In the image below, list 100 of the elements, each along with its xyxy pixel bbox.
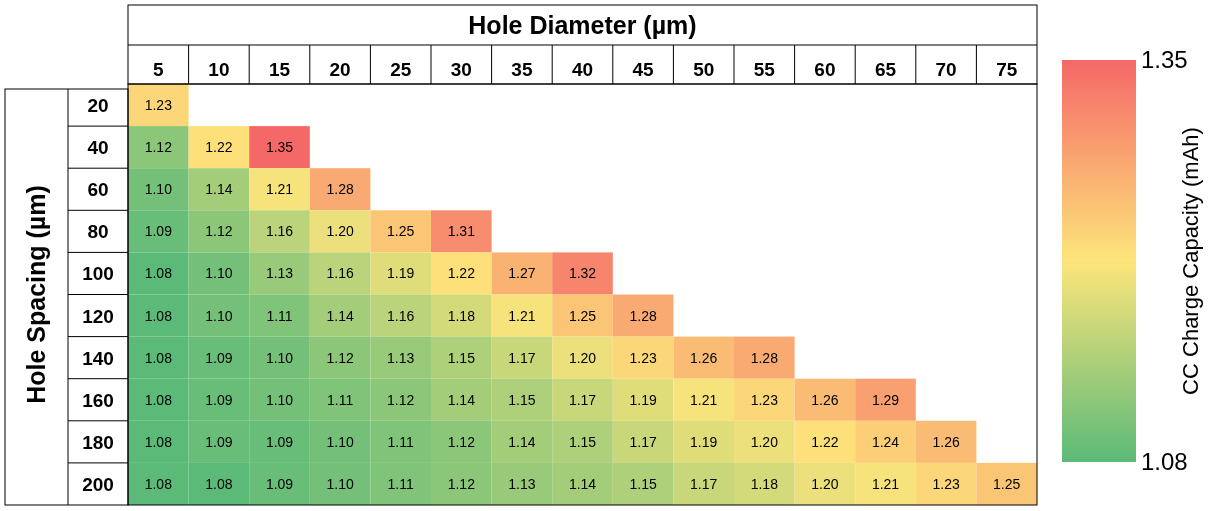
y-tick-label: 60 xyxy=(87,179,109,201)
data-label: 1.21 xyxy=(690,391,718,408)
data-label: 1.18 xyxy=(447,307,476,324)
data-label: 1.22 xyxy=(447,265,476,282)
data-label: 1.17 xyxy=(508,349,536,366)
data-label: 1.09 xyxy=(205,433,233,450)
y-tick-label: 80 xyxy=(87,221,109,243)
data-label: 1.27 xyxy=(508,265,536,282)
data-label: 1.14 xyxy=(568,475,597,492)
data-label: 1.23 xyxy=(629,349,657,366)
y-tick-label: 200 xyxy=(82,473,114,495)
data-label: 1.08 xyxy=(144,265,173,282)
data-label: 1.09 xyxy=(144,223,173,240)
data-label: 1.15 xyxy=(447,349,476,366)
data-label: 1.20 xyxy=(811,475,839,492)
data-label: 1.12 xyxy=(447,433,476,450)
x-tick-label: 60 xyxy=(814,59,836,80)
x-tick-label: 75 xyxy=(996,59,1018,80)
data-label: 1.15 xyxy=(508,391,536,408)
data-label: 1.12 xyxy=(205,223,233,240)
data-label: 1.21 xyxy=(265,181,294,198)
data-label: 1.17 xyxy=(568,391,597,408)
color-bar-label: 1.35 xyxy=(1141,46,1188,73)
y-tick-label: 120 xyxy=(82,305,114,327)
x-tick-label: 15 xyxy=(268,59,291,80)
x-tick-label: 70 xyxy=(935,59,957,80)
data-label: 1.28 xyxy=(750,349,779,366)
data-label: 1.21 xyxy=(508,307,536,324)
data-label: 1.12 xyxy=(144,139,173,156)
data-label: 1.09 xyxy=(205,349,233,366)
data-label: 1.24 xyxy=(871,433,900,450)
data-label: 1.10 xyxy=(205,307,233,324)
data-label: 1.13 xyxy=(508,475,536,492)
data-label: 1.35 xyxy=(265,139,294,156)
x-axis-title: Hole Diameter (µm) xyxy=(468,11,697,39)
data-label: 1.15 xyxy=(568,433,597,450)
data-label: 1.25 xyxy=(993,475,1021,492)
data-label: 1.10 xyxy=(326,433,354,450)
data-label: 1.22 xyxy=(205,139,233,156)
data-label: 1.26 xyxy=(811,391,839,408)
data-label: 1.19 xyxy=(387,265,415,282)
data-label: 1.09 xyxy=(205,391,233,408)
x-tick-label: 35 xyxy=(511,59,533,80)
data-label: 1.10 xyxy=(205,265,233,282)
data-label: 1.29 xyxy=(871,391,900,408)
data-label: 1.18 xyxy=(750,475,779,492)
data-label: 1.23 xyxy=(144,97,173,114)
y-tick-label: 140 xyxy=(82,347,114,369)
data-label: 1.08 xyxy=(144,349,173,366)
data-label: 1.16 xyxy=(326,265,354,282)
data-label: 1.11 xyxy=(387,475,415,492)
data-label: 1.14 xyxy=(447,391,476,408)
data-label: 1.22 xyxy=(811,433,839,450)
y-tick-label: 100 xyxy=(82,263,114,285)
data-label: 1.14 xyxy=(326,307,354,324)
y-tick-label: 20 xyxy=(87,95,109,117)
data-label: 1.32 xyxy=(568,265,597,282)
color-bar-title: CC Charge Capacity (mAh) xyxy=(1178,127,1203,395)
data-label: 1.14 xyxy=(205,181,233,198)
x-tick-label: 5 xyxy=(153,59,165,80)
data-label: 1.10 xyxy=(265,391,294,408)
data-label: 1.15 xyxy=(629,475,657,492)
data-label: 1.12 xyxy=(387,391,415,408)
data-label: 1.23 xyxy=(750,391,779,408)
data-label: 1.08 xyxy=(144,307,173,324)
data-label: 1.11 xyxy=(266,307,293,324)
data-label: 1.20 xyxy=(568,349,597,366)
data-label: 1.08 xyxy=(205,475,233,492)
data-label: 1.08 xyxy=(144,433,173,450)
data-label: 1.21 xyxy=(871,475,900,492)
data-label: 1.20 xyxy=(750,433,779,450)
x-tick-label: 65 xyxy=(874,59,897,80)
data-label: 1.17 xyxy=(629,433,657,450)
data-label: 1.09 xyxy=(265,433,294,450)
data-label: 1.28 xyxy=(629,307,657,324)
data-label: 1.11 xyxy=(387,433,415,450)
data-label: 1.26 xyxy=(932,433,960,450)
data-label: 1.31 xyxy=(447,223,476,240)
y-tick-label: 180 xyxy=(82,431,114,453)
data-label: 1.08 xyxy=(144,391,173,408)
data-label: 1.09 xyxy=(265,475,294,492)
data-label: 1.13 xyxy=(265,265,294,282)
y-axis-title: Hole Spacing (µm) xyxy=(22,185,50,404)
x-tick-label: 40 xyxy=(571,59,594,80)
data-label: 1.16 xyxy=(265,223,294,240)
data-label: 1.25 xyxy=(568,307,597,324)
x-tick-label: 25 xyxy=(390,59,412,80)
data-label: 1.10 xyxy=(144,181,173,198)
data-label: 1.17 xyxy=(690,475,718,492)
color-bar-label: 1.08 xyxy=(1141,448,1188,475)
data-label: 1.10 xyxy=(265,349,294,366)
x-tick-label: 10 xyxy=(208,59,230,80)
x-tick-label: 30 xyxy=(450,59,472,80)
data-label: 1.16 xyxy=(387,307,415,324)
x-tick-label: 50 xyxy=(693,59,715,80)
y-tick-label: 160 xyxy=(82,389,114,411)
data-label: 1.11 xyxy=(326,391,354,408)
data-label: 1.12 xyxy=(326,349,354,366)
x-tick-label: 45 xyxy=(632,59,655,80)
data-label: 1.08 xyxy=(144,475,173,492)
